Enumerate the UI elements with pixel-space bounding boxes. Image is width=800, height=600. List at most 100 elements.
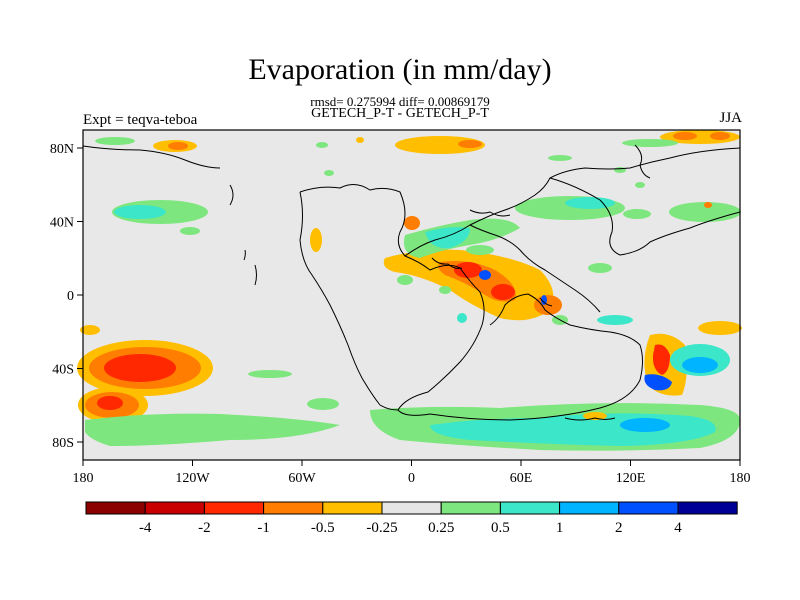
figure-title: Evaporation (in mm/day) [248,53,552,86]
anomaly-patch [479,270,491,280]
coastline [564,417,616,421]
lon-tick-labels: 180 120W 60W 0 60E 120E 180 [73,471,751,486]
anomaly-patch [248,370,292,378]
anomaly-patch [356,137,364,143]
anomaly-patch [80,325,100,335]
anomaly-patch [710,132,730,140]
anomaly-patch [588,263,612,273]
lat-tick-label: 40S [52,363,74,378]
anomaly-patch [583,412,607,420]
colorbar-swatch [322,501,383,515]
anomaly-patch [491,284,515,300]
anomaly-patch [622,139,678,147]
colorbar-swatch [559,501,620,515]
coastline [229,184,234,206]
anomaly-patch [404,216,420,230]
anomaly-patch [704,202,712,208]
anomaly-patch [180,227,200,235]
lon-ticks [82,460,741,466]
anomaly-patch [168,142,188,150]
colorbar-swatch [85,501,146,515]
lon-tick-label: 180 [73,471,94,486]
coastline [82,145,221,169]
colorbar-label: 2 [615,520,623,536]
anomaly-patch [97,396,123,410]
season-label: JJA [719,110,742,126]
anomaly-patch [316,142,328,148]
colorbar-label: 1 [556,520,564,536]
anomaly-patch [85,413,340,446]
anomaly-patch [614,167,626,173]
colorbar-swatch [618,501,679,515]
coastline [431,257,463,269]
anomaly-patch [548,155,572,161]
anomaly-patch [310,228,322,252]
anomaly-patch [597,315,633,325]
map-panel: 180 120W 60W 0 60E 120E 180 80N 40N 0 40… [50,129,751,486]
anomaly-patch [324,170,334,176]
lat-tick-labels: 80N 40N 0 40S 80S [50,142,74,451]
colorbar-label: 0.25 [428,520,454,536]
anomaly-patch [635,182,645,188]
anomaly-patch [425,227,470,249]
coastline [469,209,511,217]
anomaly-patch [95,137,135,145]
anomaly-patch [397,275,413,285]
lon-tick-label: 60E [510,471,533,486]
coastline [254,264,257,286]
anomaly-patch [652,344,670,375]
lon-tick-label: 120E [616,471,646,486]
anomaly-patch [620,418,670,432]
lat-tick-label: 80N [50,142,74,157]
anomaly-patch [623,209,651,219]
comparison-line: GETECH_P-T - GETECH_P-T [311,106,489,121]
lat-tick-label: 80S [52,436,74,451]
coastline [299,191,399,411]
colorbar: -4 -2 -1 -0.5 -0.25 0.25 0.5 1 2 4 [85,501,738,536]
colorbar-label: -0.25 [366,520,397,536]
colorbar-label: 0.5 [491,520,510,536]
colorbar-swatch [381,501,442,515]
experiment-label: Expt = teqva-teboa [83,112,198,128]
stats-line: rmsd= 0.275994 diff= 0.00869179 [310,94,490,109]
anomaly-patch [466,245,494,255]
colorbar-swatch [203,501,265,515]
colorbar-swatch [263,501,324,515]
colorbar-label: -0.5 [311,520,335,536]
lat-tick-label: 0 [67,289,74,304]
colorbar-swatch [144,501,205,515]
anomaly-patch [395,136,485,154]
lat-ticks [77,147,83,443]
coastline [243,249,246,261]
colorbar-swatch [677,501,738,515]
anomaly-patch [104,354,176,382]
colorbar-label: -4 [139,520,152,536]
colorbar-swatch [440,501,501,515]
anomaly-patch [457,313,467,323]
anomaly-patch [458,140,482,148]
lon-tick-label: 60W [288,471,316,486]
colorbar-label: -2 [198,520,211,536]
coastlines [82,144,741,421]
colorbar-label: 4 [674,520,682,536]
lat-tick-label: 40N [50,216,74,231]
coastline [539,297,553,307]
anomaly-patch [565,197,615,209]
anomaly-patch [698,321,742,335]
coastline [404,147,741,257]
colorbar-swatch [499,501,561,515]
coastline [634,144,651,179]
anomaly-patch [114,205,166,219]
anomaly-patch [673,132,697,140]
anomaly-patch [541,295,547,305]
coastline [549,177,741,256]
anomaly-patch [644,374,672,391]
coastline [299,184,643,421]
lon-tick-label: 180 [730,471,751,486]
lon-tick-label: 0 [408,471,415,486]
anomaly-patch [307,398,339,410]
anomaly-field [77,130,742,451]
anomaly-patch [439,286,451,294]
anomaly-patch [454,262,482,278]
